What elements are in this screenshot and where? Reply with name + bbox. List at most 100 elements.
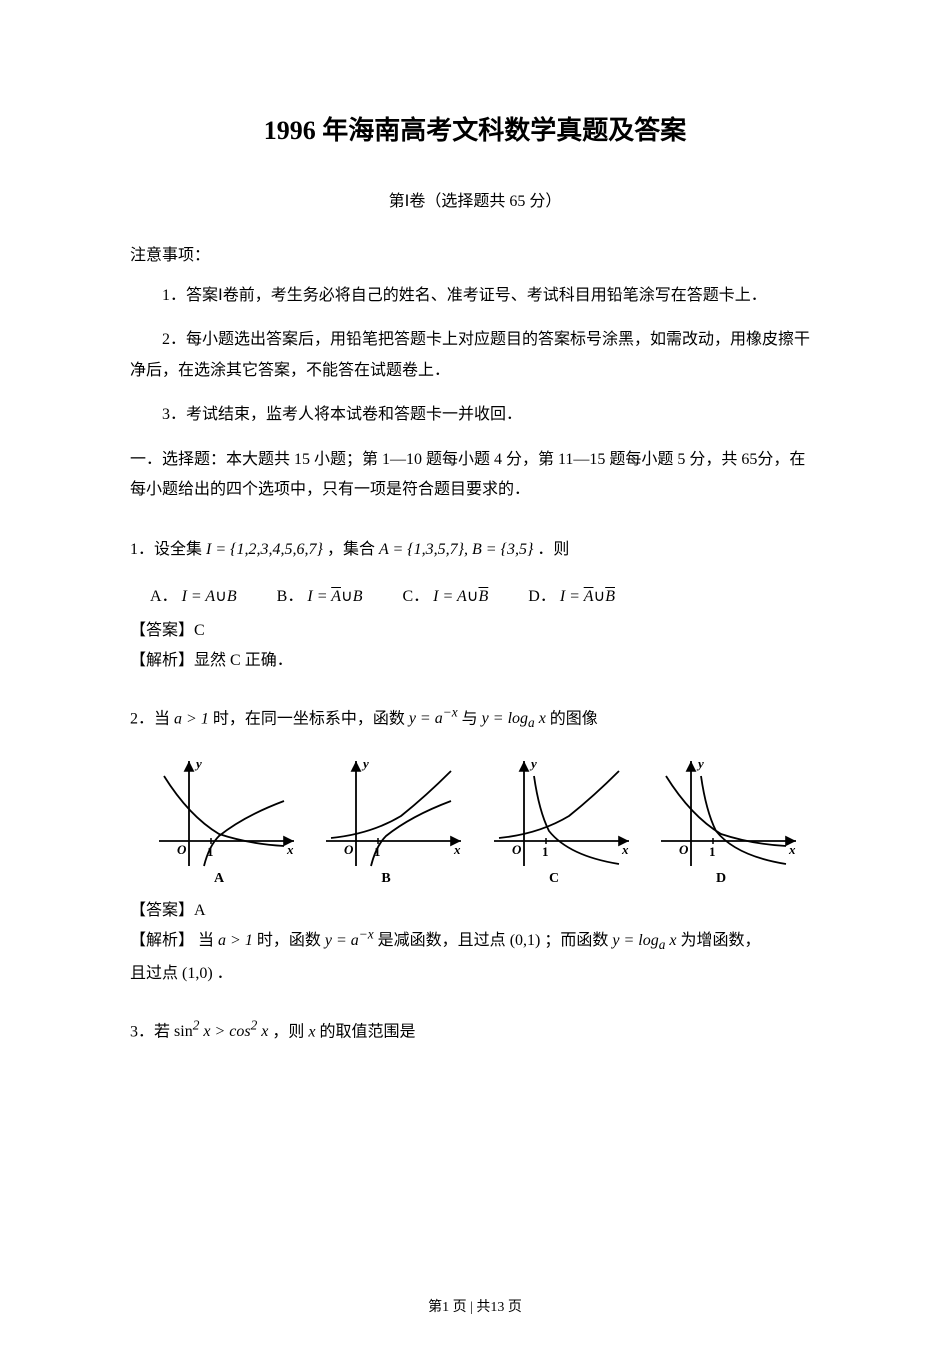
f1-exp: −x xyxy=(359,926,374,941)
f2-post: x xyxy=(665,932,676,949)
answer-value: C xyxy=(194,622,205,639)
a-bar: A xyxy=(331,588,341,605)
notice-2: 2．每小题选出答案后，用铅笔把答题卡上对应题目的答案标号涂黑，如需改动，用橡皮擦… xyxy=(130,325,820,386)
cond: a > 1 xyxy=(218,932,253,949)
page-footer: 第1 页 | 共13 页 xyxy=(0,1296,950,1316)
answer-label: 【答案】 xyxy=(130,622,194,639)
axis-x-label: x xyxy=(788,842,796,857)
q2-mid1: 时，在同一坐标系中，函数 xyxy=(213,710,409,727)
opt-expr: I = A∪B xyxy=(433,588,488,605)
pt2: (1,0) xyxy=(182,965,213,982)
q1-option-a: A． I = A∪B xyxy=(150,582,237,606)
q1-options: A． I = A∪B B． I = A∪B C． I = A∪B D． I = … xyxy=(150,582,820,606)
q3-ineq: sin2 x > cos2 x xyxy=(174,1023,272,1040)
txt: 为增函数， xyxy=(680,932,760,949)
q2-diagrams: y x O 1 A y x O xyxy=(140,756,810,886)
q2-answer: 【答案】A xyxy=(130,896,820,920)
opt-label: B． xyxy=(277,588,304,605)
q3-prefix: 3．若 xyxy=(130,1023,174,1040)
axis-x-label: x xyxy=(621,842,629,857)
one-label: 1 xyxy=(374,844,381,859)
pt1: (0,1) xyxy=(510,932,541,949)
union-symbol: ∪ xyxy=(593,588,605,605)
txt: 时，函数 xyxy=(257,932,325,949)
axis-y-label: y xyxy=(529,756,537,771)
section-intro: 一．选择题：本大题共 15 小题；第 1—10 题每小题 4 分，第 11—15… xyxy=(130,445,820,506)
rhs: x xyxy=(257,1023,268,1040)
notice-3: 3．考试结束，监考人将本试卷和答题卡一并收回． xyxy=(130,400,820,430)
diagram-label-c: C xyxy=(549,871,559,886)
f2-sub: a xyxy=(528,715,535,730)
diagram-a: y x O 1 A xyxy=(149,756,299,886)
expr-pre: I = xyxy=(307,588,331,605)
diagram-label-b: B xyxy=(382,871,391,886)
union-symbol: ∪ xyxy=(467,588,479,605)
axis-y-label: y xyxy=(361,756,369,771)
axis-y-label: y xyxy=(194,756,202,771)
analysis-label: 【解析】 xyxy=(130,932,194,949)
q2-analysis-line2: 且过点 (1,0) ． xyxy=(130,959,820,983)
footer-post: 页 xyxy=(504,1300,522,1315)
q2-mid2: 与 xyxy=(462,710,482,727)
q3-suffix: 的取值范围是 xyxy=(320,1023,416,1040)
q1-option-c: C． I = A∪B xyxy=(402,582,488,606)
q1-stem-suffix: ．则 xyxy=(537,541,569,558)
expr-pre: I = A xyxy=(433,588,467,605)
mid: x > cos xyxy=(199,1023,250,1040)
diagram-label-a: A xyxy=(214,871,225,886)
f2-pre: y = log xyxy=(612,932,658,949)
q2-f1: y = a−x xyxy=(409,710,462,727)
answer-value: A xyxy=(194,902,206,919)
b-bar: B xyxy=(479,588,489,605)
opt-label: C． xyxy=(402,588,429,605)
diagram-b: y x O 1 B xyxy=(316,756,466,886)
q3-mid: ，则 xyxy=(272,1023,308,1040)
txt: ． xyxy=(217,965,233,982)
diagram-d: y x O 1 D xyxy=(651,756,801,886)
union-symbol: ∪ xyxy=(215,588,227,605)
one-label: 1 xyxy=(542,844,549,859)
union-symbol: ∪ xyxy=(341,588,353,605)
q2-suffix: 的图像 xyxy=(550,710,598,727)
diagram-label-d: D xyxy=(716,871,726,886)
f1-base: y = a xyxy=(409,710,443,727)
expr-post: B xyxy=(353,588,363,605)
opt-label: D． xyxy=(528,588,556,605)
section-subtitle: 第Ⅰ卷（选择题共 65 分） xyxy=(130,187,820,211)
q1-stem-mid: ，集合 xyxy=(327,541,379,558)
q1-stem: 1．设全集 I = {1,2,3,4,5,6,7} ，集合 A = {1,3,5… xyxy=(130,535,820,565)
q1-math-2: A = {1,3,5,7}, B = {3,5} xyxy=(379,541,533,558)
axis-y-label: y xyxy=(696,756,704,771)
q2-analysis-line1: 【解析】 当 a > 1 时，函数 y = a−x 是减函数，且过点 (0,1)… xyxy=(130,926,820,953)
f2: y = loga x xyxy=(612,932,680,949)
opt-label: A． xyxy=(150,588,178,605)
txt: 当 xyxy=(198,932,218,949)
q1-stem-prefix: 1．设全集 xyxy=(130,541,206,558)
expr-post: B xyxy=(227,588,237,605)
expr-pre: I = xyxy=(560,588,584,605)
sin: sin xyxy=(174,1023,193,1040)
q3-var: x xyxy=(308,1023,315,1040)
q2-f2: y = loga x xyxy=(482,710,550,727)
axis-x-label: x xyxy=(286,842,294,857)
f2-pre: y = log xyxy=(482,710,528,727)
txt: 是减函数，且过点 xyxy=(378,932,510,949)
origin-label: O xyxy=(344,842,354,857)
analysis-label: 【解析】 xyxy=(130,652,194,669)
q1-option-d: D． I = A∪B xyxy=(528,582,615,606)
f2-post: x xyxy=(535,710,546,727)
a-bar: A xyxy=(584,588,594,605)
opt-expr: I = A∪B xyxy=(307,588,362,605)
f1-base: y = a xyxy=(325,932,359,949)
f1-exp: −x xyxy=(443,705,458,720)
expr-pre: I = A xyxy=(182,588,216,605)
f1: y = a−x xyxy=(325,932,378,949)
axis-x-label: x xyxy=(453,842,461,857)
one-label: 1 xyxy=(709,844,716,859)
q1-analysis: 【解析】显然 C 正确． xyxy=(130,646,820,670)
diagram-c: y x O 1 C xyxy=(484,756,634,886)
origin-label: O xyxy=(177,842,187,857)
q1-answer: 【答案】C xyxy=(130,616,820,640)
footer-pre: 第 xyxy=(428,1300,442,1315)
opt-expr: I = A∪B xyxy=(182,588,237,605)
